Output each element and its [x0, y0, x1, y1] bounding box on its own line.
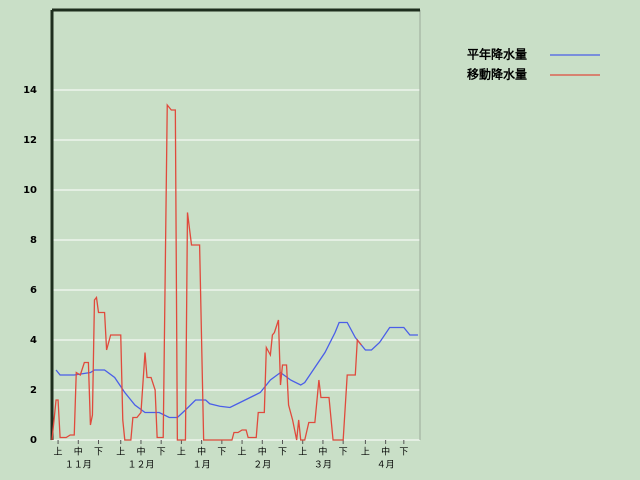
series-line	[51, 103, 362, 441]
month-label: ２月	[253, 460, 271, 471]
x-tick-label: 上	[238, 447, 247, 458]
y-tick-label: 6	[30, 285, 37, 296]
x-tick-label: 中	[197, 446, 206, 458]
x-tick-label: 中	[136, 446, 145, 458]
x-tick-label: 下	[217, 448, 226, 458]
y-tick-label: 8	[30, 235, 37, 246]
x-tick-label: 上	[177, 447, 186, 458]
month-label: ４月	[377, 460, 395, 471]
legend-label: 平年降水量	[467, 47, 527, 62]
x-tick-label: 中	[318, 446, 327, 458]
x-tick-label: 下	[399, 448, 408, 458]
y-tick-label: 4	[30, 335, 37, 346]
y-tick-label: 0	[30, 435, 37, 446]
y-tick-label: 14	[23, 85, 37, 96]
x-tick-label: 下	[94, 448, 103, 458]
x-tick-label: 下	[278, 448, 287, 458]
month-label: １２月	[127, 460, 154, 471]
legend-label: 移動降水量	[467, 67, 527, 82]
x-tick-label: 中	[258, 446, 267, 458]
x-tick-label: 下	[157, 448, 166, 458]
y-tick-label: 2	[30, 385, 37, 396]
y-tick-label: 12	[23, 135, 37, 146]
y-tick-label: 10	[23, 185, 37, 196]
x-tick-label: 上	[361, 447, 370, 458]
x-tick-label: 中	[381, 446, 390, 458]
x-tick-label: 下	[339, 448, 348, 458]
x-tick-label: 上	[54, 447, 63, 458]
month-label: １月	[193, 460, 211, 471]
month-label: １１月	[65, 460, 92, 471]
x-tick-label: 上	[116, 447, 125, 458]
month-label: ３月	[314, 460, 332, 471]
x-tick-label: 中	[74, 446, 83, 458]
x-tick-label: 上	[298, 447, 307, 458]
